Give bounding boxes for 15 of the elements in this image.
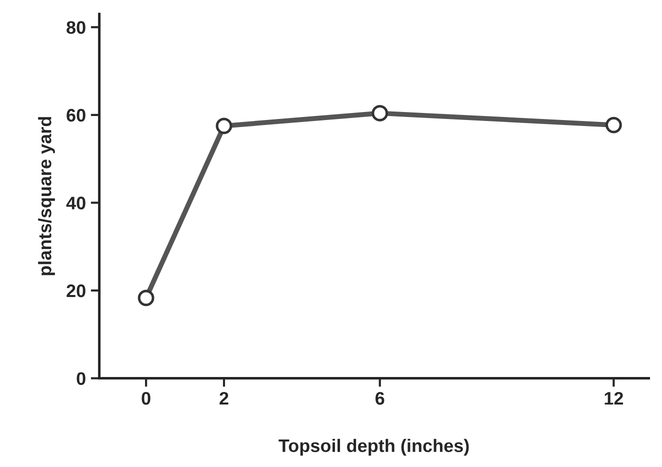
y-tick-label: 60 [66, 108, 86, 122]
x-tick-label: 12 [604, 392, 624, 405]
x-tick-label: 2 [220, 392, 228, 405]
point [372, 105, 388, 122]
point [138, 290, 154, 306]
x-tick-label: 0 [142, 392, 150, 405]
y-tick-label: 0 [76, 372, 86, 385]
x-tick-label: 6 [376, 392, 384, 405]
y-tick-label: 20 [66, 284, 86, 298]
y-tick-label: 80 [66, 21, 86, 34]
y-axis-title: plants/square yard [38, 117, 55, 276]
point [216, 118, 232, 134]
x-axis-title: Topsoil depth (inches) [278, 438, 469, 456]
point [605, 116, 622, 134]
y-tick-label: 40 [66, 196, 86, 210]
